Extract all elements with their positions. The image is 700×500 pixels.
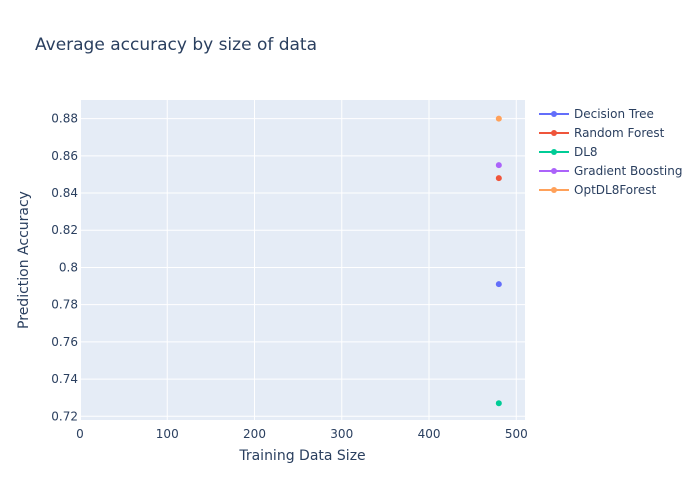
y-tick-label: 0.78 — [51, 298, 78, 312]
legend-label: Random Forest — [574, 126, 665, 140]
plot-area — [80, 100, 525, 420]
y-tick-label: 0.86 — [51, 149, 78, 163]
data-point[interactable] — [495, 281, 502, 288]
legend-item[interactable]: Decision Tree — [539, 107, 654, 121]
data-point[interactable] — [495, 162, 502, 169]
x-axis-title: Training Data Size — [238, 448, 365, 464]
legend-item[interactable]: Gradient Boosting — [539, 164, 682, 178]
y-tick-label: 0.72 — [51, 409, 78, 423]
chart-title: Average accuracy by size of data — [35, 35, 317, 55]
legend-marker — [551, 168, 557, 174]
data-point[interactable] — [495, 115, 502, 122]
legend-item[interactable]: OptDL8Forest — [539, 183, 656, 197]
x-tick-label: 100 — [156, 427, 179, 441]
y-axis-title: Prediction Accuracy — [16, 191, 32, 329]
y-tick-label: 0.76 — [51, 335, 78, 349]
x-tick-label: 500 — [505, 427, 528, 441]
legend-label: Gradient Boosting — [574, 164, 682, 178]
y-tick-label: 0.88 — [51, 112, 78, 126]
y-tick-label: 0.84 — [51, 186, 78, 200]
data-point[interactable] — [495, 175, 502, 182]
legend-marker — [551, 149, 557, 155]
y-tick-label: 0.8 — [59, 260, 78, 274]
data-point[interactable] — [495, 400, 502, 407]
x-tick-labels: 0 100 200 300 400 500 — [76, 427, 528, 441]
y-tick-labels: 0.72 0.74 0.76 0.78 0.8 0.82 0.84 0.86 0.88 — [51, 112, 78, 424]
data-points — [495, 115, 502, 407]
x-tick-label: 200 — [243, 427, 266, 441]
legend-item[interactable]: DL8 — [539, 145, 598, 159]
legend[interactable]: Decision Tree Random Forest DL8 Gradient Bo… — [539, 107, 682, 197]
legend-marker — [551, 111, 557, 117]
legend-label: Decision Tree — [574, 107, 654, 121]
x-tick-label: 300 — [330, 427, 353, 441]
legend-label: OptDL8Forest — [574, 183, 656, 197]
legend-label: DL8 — [574, 145, 598, 159]
legend-marker — [551, 187, 557, 193]
x-tick-label: 400 — [418, 427, 441, 441]
y-gridlines — [80, 118, 525, 417]
legend-marker — [551, 130, 557, 136]
x-tick-label: 0 — [76, 427, 84, 441]
x-gridlines — [79, 100, 517, 420]
y-tick-label: 0.74 — [51, 372, 78, 386]
legend-item[interactable]: Random Forest — [539, 126, 665, 140]
y-tick-label: 0.82 — [51, 223, 78, 237]
